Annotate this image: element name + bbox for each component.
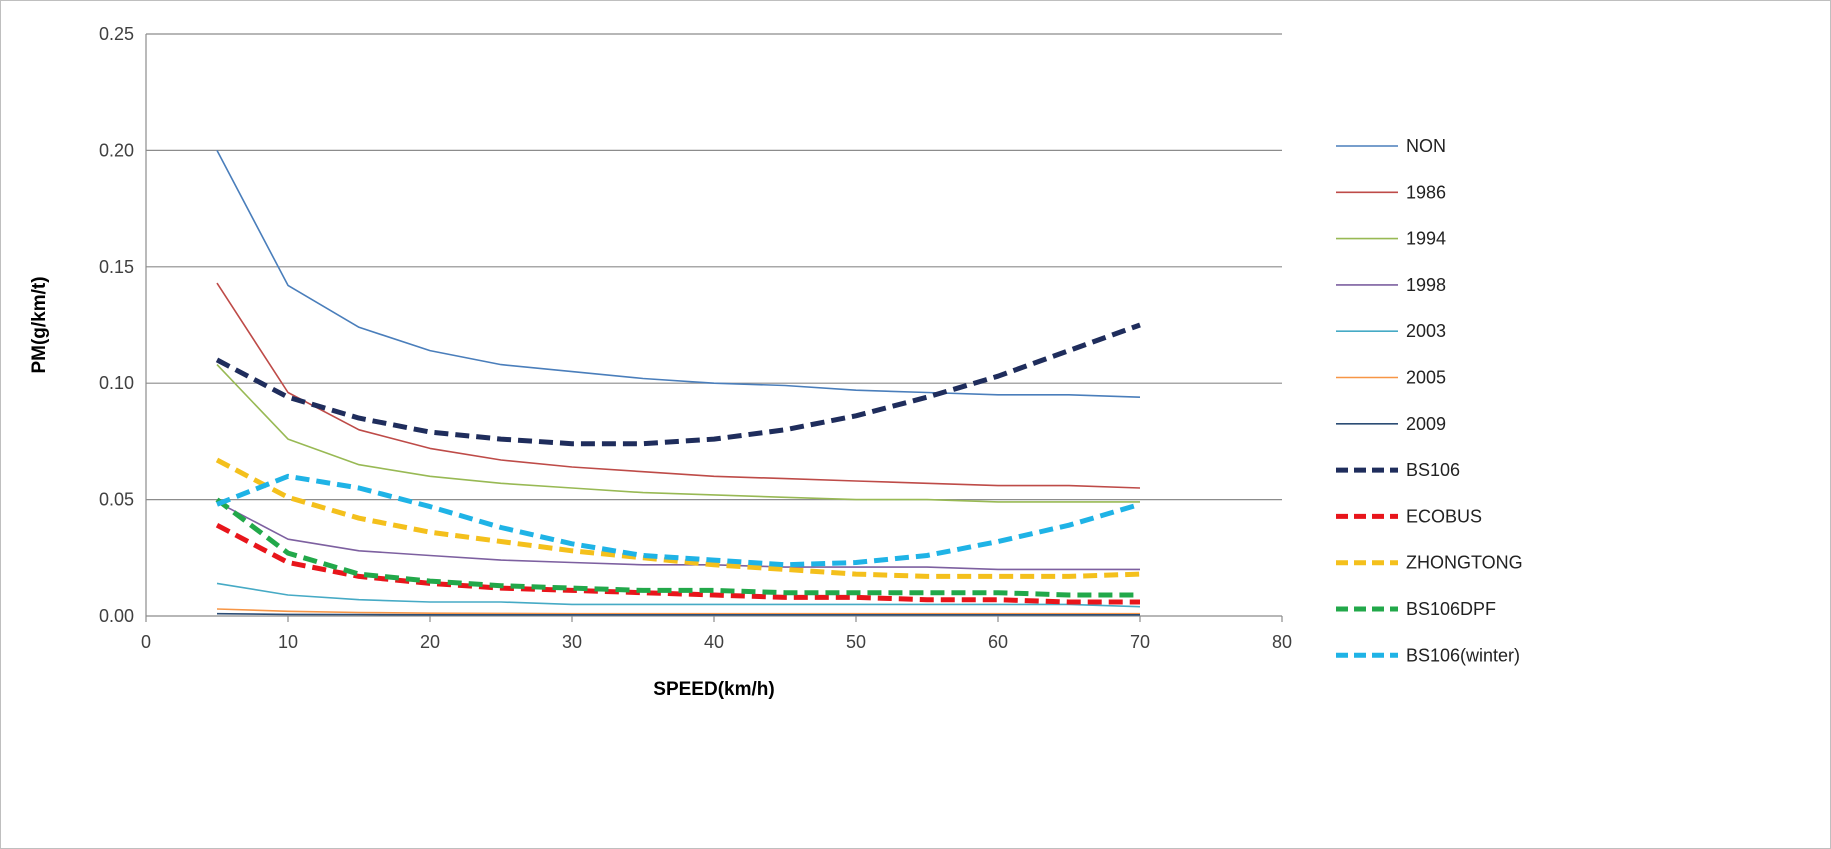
- series-line-ecobus: [215, 522, 1140, 605]
- x-tick-label: 80: [1272, 632, 1292, 652]
- x-tick-label: 50: [846, 632, 866, 652]
- y-tick-label: 0.00: [99, 606, 134, 626]
- y-tick-label: 0.05: [99, 490, 134, 510]
- series-line-2003: [216, 582, 1141, 608]
- legend-label: NON: [1406, 136, 1446, 156]
- series-line-1986: [216, 282, 1141, 489]
- series-line-zhongtong: [215, 457, 1141, 579]
- legend-label: ECOBUS: [1406, 506, 1482, 526]
- legend-label: BS106(winter): [1406, 645, 1520, 665]
- x-tick-label: 10: [278, 632, 298, 652]
- x-tick-label: 20: [420, 632, 440, 652]
- legend-label: 1998: [1406, 275, 1446, 295]
- plot-area: [215, 150, 1141, 616]
- x-tick-label: 70: [1130, 632, 1150, 652]
- legend: NON 1986 1994 1998 2003 2005 2009 BS106 ECOBUS ZH…: [1336, 136, 1523, 665]
- y-tick-label: 0.15: [99, 257, 134, 277]
- x-axis-title: SPEED(km/h): [653, 679, 774, 700]
- legend-label: BS106: [1406, 460, 1460, 480]
- gridlines: [146, 33, 1282, 617]
- x-tick-label: 0: [141, 632, 151, 652]
- x-tick-label: 60: [988, 632, 1008, 652]
- legend-label: 2009: [1406, 414, 1446, 434]
- legend-label: BS106DPF: [1406, 599, 1496, 619]
- legend-label: 2005: [1406, 368, 1446, 388]
- series-line-1998: [216, 501, 1140, 571]
- y-axis-title: PM(g/km/t): [29, 276, 50, 373]
- axes: 0.00 0.05 0.10 0.15 0.20 0.25 0 10 20 30 40 50 60 70 8…: [99, 24, 1292, 652]
- series-line-non: [216, 150, 1141, 398]
- series-line-2005: [216, 608, 1140, 615]
- series-line-2009: [216, 612, 1140, 616]
- legend-label: 1986: [1406, 182, 1446, 202]
- series-line-bs106: [215, 322, 1141, 447]
- legend-label: 1994: [1406, 229, 1446, 249]
- legend-label: ZHONGTONG: [1406, 553, 1523, 573]
- y-tick-label: 0.25: [99, 24, 134, 44]
- series-line-bs106-winter: [216, 473, 1141, 568]
- series-line-bs106dpf: [215, 497, 1140, 598]
- y-tick-label: 0.20: [99, 140, 134, 160]
- legend-label: 2003: [1406, 321, 1446, 341]
- y-tick-label: 0.10: [99, 373, 134, 393]
- x-tick-label: 40: [704, 632, 724, 652]
- x-tick-label: 30: [562, 632, 582, 652]
- series-line-1994: [216, 364, 1140, 503]
